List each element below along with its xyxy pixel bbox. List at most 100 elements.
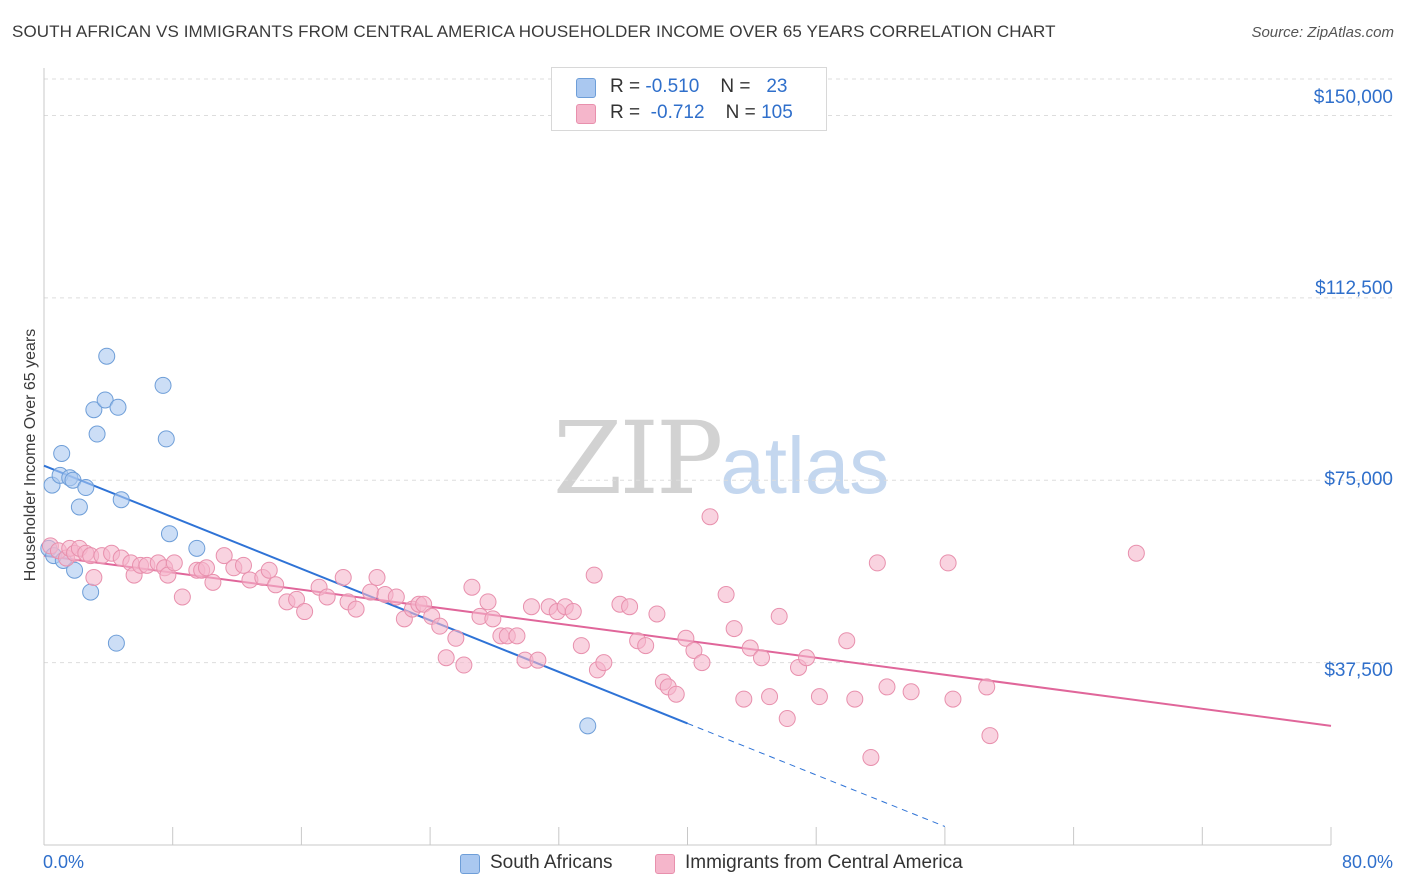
point-central-america xyxy=(234,556,252,574)
point-central-america xyxy=(939,554,957,572)
data-points xyxy=(40,347,1145,766)
point-central-america xyxy=(173,588,191,606)
point-central-america xyxy=(484,610,502,628)
point-central-america xyxy=(215,547,233,565)
point-central-america xyxy=(778,710,796,728)
point-central-america xyxy=(753,649,771,667)
point-central-america xyxy=(862,748,880,766)
y-axis-label: Householder Income Over 65 years xyxy=(22,328,39,582)
point-south-african xyxy=(112,491,130,509)
point-central-america xyxy=(455,656,473,674)
point-central-america xyxy=(197,559,215,577)
point-central-america xyxy=(798,649,816,667)
point-south-african xyxy=(88,425,106,443)
point-south-african xyxy=(85,401,103,419)
point-central-america xyxy=(585,566,603,584)
correlation-legend: R = -0.510 N = 23 R = -0.712 N = 105 xyxy=(551,67,827,131)
legend-swatch-blue xyxy=(576,78,596,98)
point-central-america xyxy=(415,595,433,613)
y-tick-label: $150,000 xyxy=(1313,87,1393,108)
point-south-african xyxy=(82,583,100,601)
point-central-america xyxy=(288,590,306,608)
point-south-african xyxy=(157,430,175,448)
point-central-america xyxy=(387,588,405,606)
point-south-african xyxy=(154,376,172,394)
point-central-america xyxy=(522,598,540,616)
legend-r-label: R = xyxy=(610,102,641,123)
point-south-african xyxy=(64,471,82,489)
point-south-african xyxy=(160,525,178,543)
point-central-america xyxy=(318,588,336,606)
point-central-america xyxy=(878,678,896,696)
legend-swatch-pink xyxy=(576,104,596,124)
point-central-america xyxy=(761,688,779,706)
point-central-america xyxy=(479,593,497,611)
legend-n-label: N = xyxy=(725,102,756,123)
legend-n-value: 105 xyxy=(761,102,793,123)
point-central-america xyxy=(735,690,753,708)
point-central-america xyxy=(810,688,828,706)
trend-line-extension xyxy=(687,722,946,827)
point-central-america xyxy=(447,629,465,647)
point-central-america xyxy=(981,727,999,745)
point-central-america xyxy=(868,554,886,572)
axes xyxy=(43,68,1332,846)
point-central-america xyxy=(978,678,996,696)
point-central-america xyxy=(637,637,655,655)
y-tick-label: $37,500 xyxy=(1324,660,1393,681)
point-central-america xyxy=(770,607,788,625)
point-central-america xyxy=(838,632,856,650)
point-central-america xyxy=(508,627,526,645)
point-central-america xyxy=(685,641,703,659)
point-central-america xyxy=(717,586,735,604)
legend-r-label: R = xyxy=(610,76,641,97)
legend-swatch-blue xyxy=(460,854,480,874)
x-tick-label-min: 0.0% xyxy=(43,852,85,872)
watermark: ZIPatlas xyxy=(553,400,889,517)
legend-n-label: N = xyxy=(720,76,751,97)
point-central-america xyxy=(165,554,183,572)
point-central-america xyxy=(902,683,920,701)
point-south-african xyxy=(70,498,88,516)
y-tick-label: $75,000 xyxy=(1324,469,1393,490)
point-central-america xyxy=(437,649,455,667)
point-south-african xyxy=(96,391,114,409)
point-central-america xyxy=(347,600,365,618)
chart-title: SOUTH AFRICAN VS IMMIGRANTS FROM CENTRAL… xyxy=(12,22,1056,41)
point-central-america xyxy=(260,561,278,579)
point-south-african xyxy=(98,347,116,365)
point-central-america xyxy=(944,690,962,708)
point-central-america xyxy=(334,569,352,587)
source-note: Source: ZipAtlas.com xyxy=(1251,24,1394,41)
point-central-america xyxy=(463,578,481,596)
point-central-america xyxy=(701,508,719,526)
watermark-atlas: atlas xyxy=(720,421,890,510)
point-central-america xyxy=(846,690,864,708)
point-south-african xyxy=(109,398,127,416)
legend-label: Immigrants from Central America xyxy=(685,852,963,873)
point-central-america xyxy=(368,569,386,587)
point-central-america xyxy=(85,569,103,587)
point-central-america xyxy=(362,583,380,601)
watermark-zip: ZIP xyxy=(553,400,723,517)
x-tick-label-max: 80.0% xyxy=(1341,852,1393,872)
point-south-african xyxy=(107,634,125,652)
legend-r-value: -0.712 xyxy=(650,102,705,123)
point-central-america xyxy=(741,639,759,657)
point-central-america xyxy=(564,603,582,621)
point-central-america xyxy=(572,637,590,655)
point-central-america xyxy=(725,620,743,638)
point-south-african xyxy=(579,717,597,735)
point-south-african xyxy=(188,539,206,557)
y-tick-label: $112,500 xyxy=(1315,278,1393,299)
point-south-african xyxy=(66,561,84,579)
point-central-america xyxy=(667,685,685,703)
point-south-african xyxy=(77,479,95,497)
point-south-african xyxy=(53,444,71,462)
legend-swatch-pink xyxy=(655,854,675,874)
point-central-america xyxy=(267,576,285,594)
point-central-america xyxy=(204,573,222,591)
point-central-america xyxy=(296,603,314,621)
legend-label: South Africans xyxy=(490,852,613,873)
